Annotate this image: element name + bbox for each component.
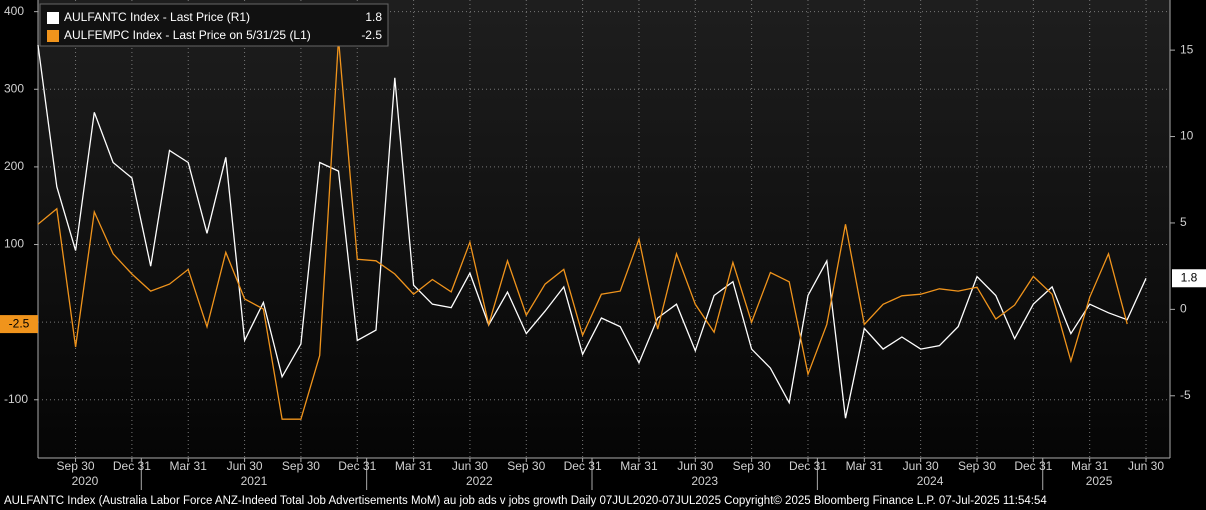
y-tick-label: 200 <box>4 159 24 173</box>
plot-area <box>38 0 1170 458</box>
footer: AULFANTC Index (Australia Labor Force AN… <box>4 495 1047 507</box>
x-tick-label: Sep 30 <box>57 459 95 473</box>
lines <box>37 38 1147 420</box>
x-tick-label: Jun 30 <box>677 459 713 473</box>
y2-tick-label: 5 <box>1180 215 1187 229</box>
x-tick-label: Dec 31 <box>789 459 827 473</box>
x-group-label: 2020 <box>72 474 99 488</box>
x-tick-label: Mar 31 <box>846 459 884 473</box>
x-tick-label: Sep 30 <box>507 459 545 473</box>
y-tick-label: 300 <box>4 81 24 95</box>
x-group-label: 2021 <box>241 474 268 488</box>
x-tick-label: Dec 31 <box>338 459 376 473</box>
legend-label: AULFANTC Index - Last Price (R1) <box>64 10 250 24</box>
x-group-label: 2023 <box>691 474 718 488</box>
y2-tick-label: 15 <box>1180 42 1194 56</box>
x-tick-label: Dec 31 <box>564 459 602 473</box>
x-tick-label: Jun 30 <box>227 459 263 473</box>
legend-value: -2.5 <box>361 28 382 42</box>
last-value-label: -2.5 <box>9 316 30 330</box>
last-value-flag <box>1172 269 1206 288</box>
x-group-label: 2022 <box>466 474 493 488</box>
legend-box <box>39 3 389 47</box>
legend-value: 1.8 <box>365 10 382 24</box>
y-tick-label: 400 <box>4 4 24 18</box>
x-tick-label: Dec 31 <box>113 459 151 473</box>
series-line <box>37 44 1147 419</box>
y2-tick-label: -5 <box>1180 388 1191 402</box>
y2-tick-label: 10 <box>1180 129 1194 143</box>
x-tick-label: Jun 30 <box>903 459 939 473</box>
y2-tick-label: 0 <box>1180 302 1187 316</box>
legend-swatch <box>47 12 59 24</box>
legend-swatch <box>47 30 59 42</box>
x-tick-label: Sep 30 <box>733 459 771 473</box>
x-tick-label: Dec 31 <box>1014 459 1052 473</box>
x-group-label: 2025 <box>1086 474 1113 488</box>
x-group-label: 2024 <box>917 474 944 488</box>
x-tick-label: Sep 30 <box>282 459 320 473</box>
x-tick-label: Jun 30 <box>452 459 488 473</box>
legend-label: AULFEMPC Index - Last Price on 5/31/25 (… <box>64 28 311 42</box>
y-tick-label: 100 <box>4 237 24 251</box>
x-tick-label: Sep 30 <box>958 459 996 473</box>
legend: AULFANTC Index - Last Price (R1) 1.8 AULFE… <box>39 3 389 47</box>
series-line <box>37 38 1128 420</box>
y-tick-label: -100 <box>4 392 28 406</box>
last-value-label: 1.8 <box>1181 270 1198 284</box>
x-tick-label: Mar 31 <box>620 459 658 473</box>
last-value-flag <box>0 315 38 334</box>
x-tick-label: Mar 31 <box>395 459 433 473</box>
x-tick-label: Mar 31 <box>170 459 208 473</box>
x-tick-label: Mar 31 <box>1071 459 1109 473</box>
x-tick-label: Jun 30 <box>1128 459 1164 473</box>
